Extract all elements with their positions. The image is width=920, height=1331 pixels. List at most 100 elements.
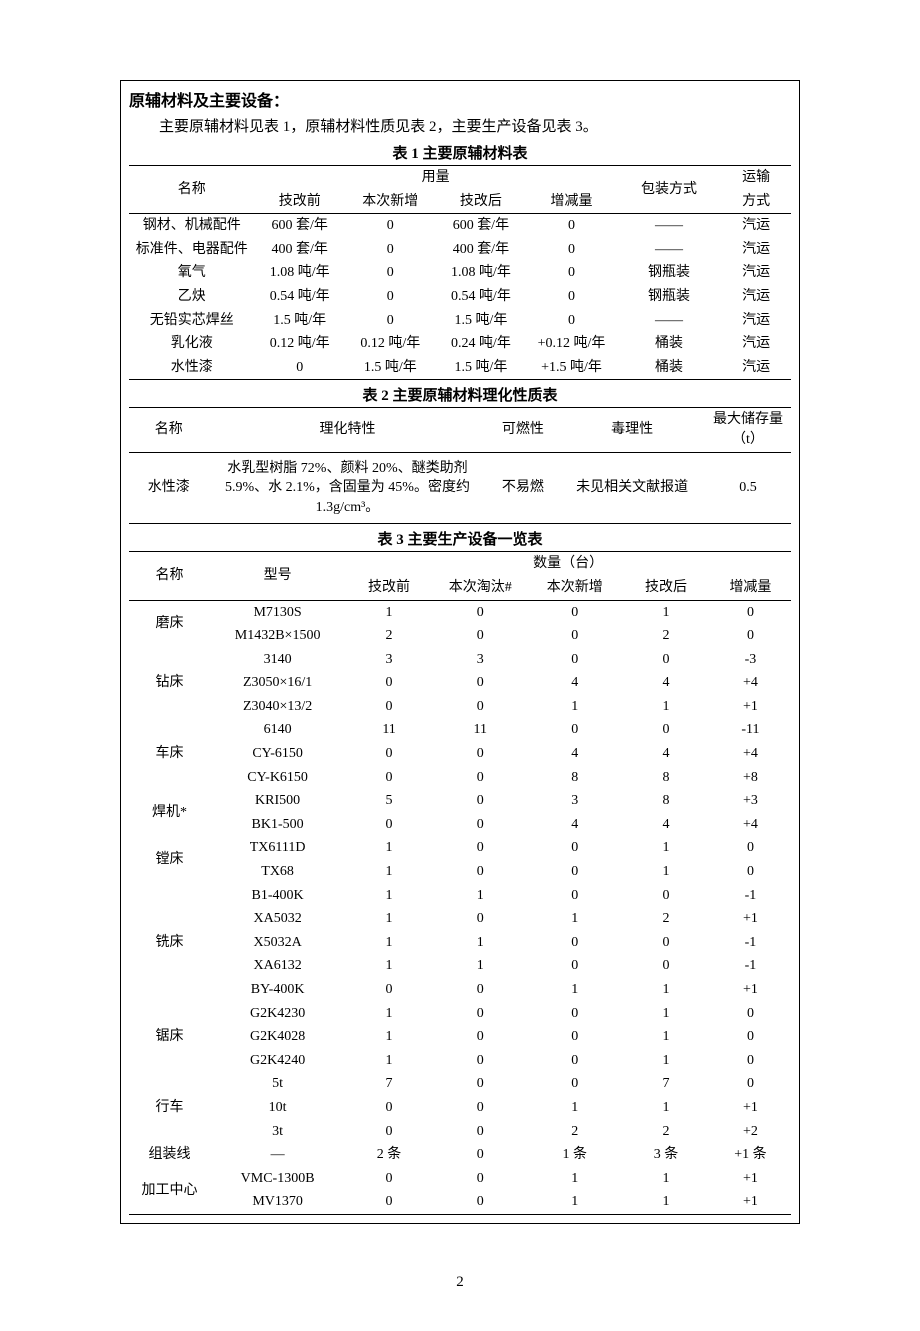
table-cell: 11 (345, 718, 433, 742)
table-cell: 0 (433, 1025, 528, 1049)
table-cell: 2 条 (345, 1143, 433, 1167)
table-cell: 0 (433, 978, 528, 1002)
table-cell: 1 (345, 931, 433, 955)
table-cell: 2 (622, 624, 710, 648)
table3-caption: 表 3 主要生产设备一览表 (129, 528, 791, 549)
table-cell: 400 套/年 (254, 238, 345, 262)
table-cell: 钢瓶装 (617, 285, 722, 309)
table-cell: 600 套/年 (436, 214, 527, 238)
table-cell: BK1-500 (210, 813, 345, 837)
table-row: 水性漆水乳型树脂 72%、颜料 20%、醚类助剂5.9%、水 2.1%，含固量为… (129, 452, 791, 524)
table-row: 加工中心VMC-1300B0011+1 (129, 1167, 791, 1191)
t1-h-trans2: 方式 (721, 190, 791, 214)
t3-h-retire: 本次淘汰# (433, 576, 528, 600)
table-cell: 7 (622, 1072, 710, 1096)
table-row: 钢材、机械配件600 套/年0600 套/年0——汽运 (129, 214, 791, 238)
section-heading: 原辅材料及主要设备： (129, 87, 791, 111)
table-cell: +1 条 (710, 1143, 791, 1167)
table-cell: 0 (622, 648, 710, 672)
table-cell: 0 (433, 813, 528, 837)
table-row: 乳化液0.12 吨/年0.12 吨/年0.24 吨/年+0.12 吨/年桶装汽运 (129, 332, 791, 356)
table-row: 10t0011+1 (129, 1096, 791, 1120)
group-name-cell: 铣床 (129, 884, 210, 1002)
table-cell: 400 套/年 (436, 238, 527, 262)
group-name-cell: 组装线 (129, 1143, 210, 1167)
table-cell: 0 (528, 931, 623, 955)
table-cell: 未见相关文献报道 (559, 452, 705, 524)
table-cell: 0 (710, 860, 791, 884)
t3-h-model: 型号 (210, 552, 345, 600)
table-cell: 水性漆 (129, 452, 208, 524)
table-cell: 0 (528, 624, 623, 648)
table-row: 镗床TX6111D10010 (129, 836, 791, 860)
table-cell: 8 (528, 766, 623, 790)
table-cell: 1 (622, 1167, 710, 1191)
table-cell: CY-6150 (210, 742, 345, 766)
table-cell: 汽运 (721, 261, 791, 285)
group-name-cell: 磨床 (129, 600, 210, 648)
table-cell: 1 (433, 884, 528, 908)
t1-h-after: 技改后 (436, 190, 527, 214)
table-cell: — (210, 1143, 345, 1167)
table-cell: 11 (433, 718, 528, 742)
table-cell: 5 (345, 789, 433, 813)
table-cell: M7130S (210, 600, 345, 624)
table1-caption: 表 1 主要原辅材料表 (129, 142, 791, 163)
table-row: BK1-5000044+4 (129, 813, 791, 837)
group-name-cell: 车床 (129, 718, 210, 789)
table-row: CY-K61500088+8 (129, 766, 791, 790)
table-cell: 0 (345, 285, 436, 309)
table-cell: 0 (433, 1002, 528, 1026)
table-cell: +1.5 吨/年 (526, 356, 617, 380)
table-cell: 1 (345, 1002, 433, 1026)
table-cell: 6140 (210, 718, 345, 742)
table-cell: 1 条 (528, 1143, 623, 1167)
table-cell: +1 (710, 907, 791, 931)
t3-h-before: 技改前 (345, 576, 433, 600)
table-row: 铣床B1-400K1100-1 (129, 884, 791, 908)
table-cell: 0 (433, 742, 528, 766)
table-cell: 0 (433, 671, 528, 695)
table-cell: 钢材、机械配件 (129, 214, 254, 238)
table-cell: 1 (528, 1167, 623, 1191)
table2: 名称 理化特性 可燃性 毒理性 最大储存量（t） 水性漆水乳型树脂 72%、颜料… (129, 407, 791, 524)
table-cell: 桶装 (617, 356, 722, 380)
table-cell: 0 (622, 884, 710, 908)
table-cell: Z3040×13/2 (210, 695, 345, 719)
table-cell: 2 (345, 624, 433, 648)
group-name-cell: 镗床 (129, 836, 210, 883)
table-row: G2K402810010 (129, 1025, 791, 1049)
table-cell: 4 (622, 813, 710, 837)
table-cell: 1 (622, 1002, 710, 1026)
table-cell: 3 (345, 648, 433, 672)
table-cell: 600 套/年 (254, 214, 345, 238)
table-cell: 1 (528, 907, 623, 931)
table-cell: 0 (528, 600, 623, 624)
table-cell: 汽运 (721, 309, 791, 333)
t3-h-after: 技改后 (622, 576, 710, 600)
group-name-cell: 加工中心 (129, 1167, 210, 1215)
table-cell: X5032A (210, 931, 345, 955)
table-cell: +4 (710, 813, 791, 837)
t3-h-name: 名称 (129, 552, 210, 600)
t2-h-name: 名称 (129, 408, 208, 452)
table-cell: 0 (433, 1096, 528, 1120)
table-cell: +1 (710, 978, 791, 1002)
table-cell: +1 (710, 1096, 791, 1120)
table-cell: 0 (528, 1025, 623, 1049)
table-cell: +1 (710, 695, 791, 719)
table-cell: 水性漆 (129, 356, 254, 380)
table-row: CY-61500044+4 (129, 742, 791, 766)
table-cell: 0 (622, 954, 710, 978)
t1-h-newadd: 本次新增 (345, 190, 436, 214)
table-cell: 2 (622, 907, 710, 931)
table-cell: 0.54 吨/年 (254, 285, 345, 309)
table-row: 水性漆01.5 吨/年1.5 吨/年+1.5 吨/年桶装汽运 (129, 356, 791, 380)
t1-h-before: 技改前 (254, 190, 345, 214)
table-cell: 0 (528, 1072, 623, 1096)
table-cell: 0 (710, 1025, 791, 1049)
table-cell: 0 (345, 813, 433, 837)
table-row: 行车5t70070 (129, 1072, 791, 1096)
table-cell: -11 (710, 718, 791, 742)
table-row: TX6810010 (129, 860, 791, 884)
